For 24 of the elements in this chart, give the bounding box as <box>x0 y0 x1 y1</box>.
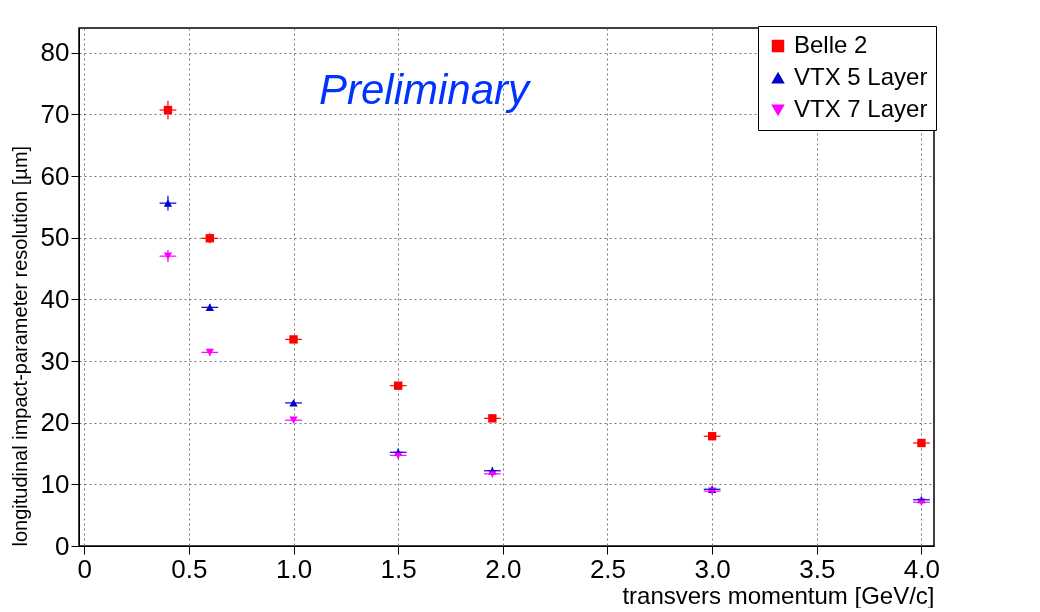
x-tick-label: 1.0 <box>275 553 313 584</box>
x-tick-label: 2.0 <box>485 553 522 584</box>
x-tick-label: 4.0 <box>903 553 941 584</box>
x-axis-title: transvers momentum [GeV/c] <box>622 581 935 609</box>
y-tick-label: 50 <box>40 222 70 253</box>
x-tick-label: 0.5 <box>171 553 208 584</box>
annotation: Preliminary <box>319 66 533 113</box>
y-tick-label: 60 <box>40 160 70 191</box>
legend-label: VTX 5 Layer <box>794 63 928 90</box>
y-tick-label: 40 <box>40 283 70 314</box>
x-tick-label: 1.5 <box>380 553 417 584</box>
y-tick-label: 10 <box>40 468 70 499</box>
y-tick-label: 70 <box>40 98 70 129</box>
y-tick-label: 0 <box>55 530 70 561</box>
y-axis-title: longitudinal impact-parameter resolution [µm] <box>8 145 31 547</box>
y-tick-label: 20 <box>40 407 70 438</box>
x-tick-label: 2.5 <box>589 553 627 584</box>
legend-label: VTX 7 Layer <box>794 95 928 122</box>
y-tick-label: 30 <box>40 345 70 376</box>
x-tick-label: 0 <box>77 553 92 584</box>
y-tick-label: 80 <box>40 37 70 68</box>
legend-label: Belle 2 <box>794 31 868 58</box>
x-tick-label: 3.0 <box>694 553 731 584</box>
x-tick-label: 3.5 <box>799 553 836 584</box>
